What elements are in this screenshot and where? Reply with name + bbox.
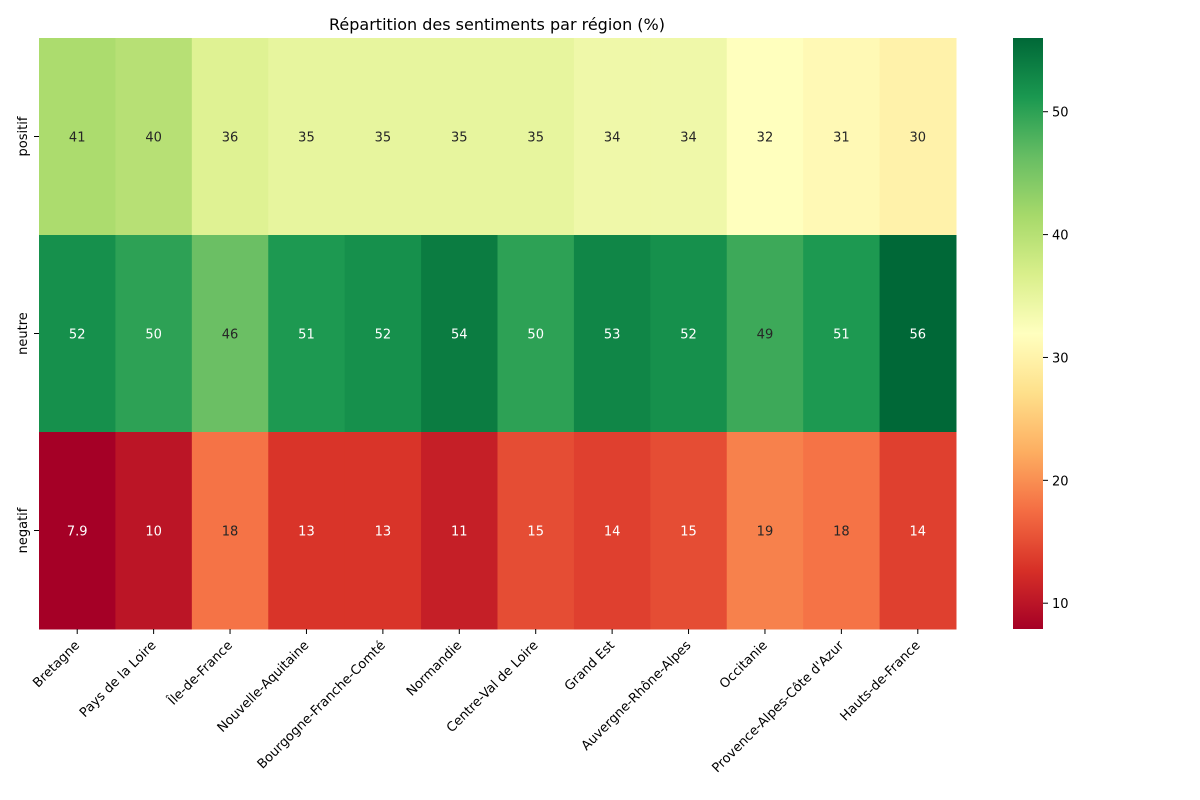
cell-value-label: 35 <box>375 131 392 146</box>
colorbar-tick-label: 10 <box>1052 597 1069 612</box>
cell-value-label: 35 <box>298 131 315 146</box>
x-tick-label: Provence-Alpes-Côte d'Azur <box>710 638 848 776</box>
heatmap-cell <box>268 38 346 236</box>
heatmap-cell <box>726 432 804 630</box>
cell-value-label: 11 <box>451 525 468 540</box>
heatmap-cell <box>344 38 422 236</box>
y-axis-ticks: positif neutre negatif <box>16 116 39 553</box>
chart-title: Répartition des sentiments par région (%… <box>329 15 665 34</box>
heatmap-cell <box>726 235 804 433</box>
cell-value-label: 32 <box>757 131 774 146</box>
colorbar-tick-label: 30 <box>1052 351 1069 366</box>
cell-value-label: 52 <box>69 328 86 343</box>
heatmap-cell <box>573 432 651 630</box>
heatmap-cell <box>268 235 346 433</box>
heatmap-cell <box>879 432 957 630</box>
cell-value-label: 46 <box>222 328 239 343</box>
cell-value-label: 51 <box>298 328 315 343</box>
cell-value-label: 56 <box>910 328 927 343</box>
y-tick-label: negatif <box>16 507 31 553</box>
cell-value-label: 34 <box>604 131 621 146</box>
x-tick-label: Grand Est <box>562 638 618 694</box>
heatmap-cell <box>39 432 116 630</box>
heatmap-cell <box>726 38 804 236</box>
heatmap-cell <box>191 432 269 630</box>
x-tick-label: Bretagne <box>30 638 83 691</box>
cell-value-label: 14 <box>910 525 927 540</box>
cell-value-label: 41 <box>69 131 86 146</box>
x-tick-label: Hauts-de-France <box>838 638 924 724</box>
cell-value-label: 53 <box>604 328 621 343</box>
cell-value-label: 7.9 <box>67 525 88 540</box>
heatmap-cell <box>650 432 728 630</box>
cell-value-label: 50 <box>145 328 162 343</box>
heatmap-cell <box>268 432 346 630</box>
colorbar-tick-label: 20 <box>1052 474 1069 489</box>
heatmap-cell <box>39 38 116 236</box>
cell-value-label: 50 <box>527 328 544 343</box>
cell-value-label: 19 <box>757 525 774 540</box>
cell-value-label: 15 <box>680 525 697 540</box>
heatmap-cell <box>803 38 881 236</box>
heatmap-cell <box>191 38 269 236</box>
x-tick-label: Normandie <box>404 638 465 699</box>
cell-value-label: 35 <box>451 131 468 146</box>
heatmap-cell <box>879 38 957 236</box>
heatmap-cell <box>879 235 957 433</box>
heatmap-cell <box>497 235 575 433</box>
cell-value-label: 40 <box>145 131 162 146</box>
cell-value-label: 14 <box>604 525 621 540</box>
colorbar: 10 20 30 40 50 <box>1013 38 1069 629</box>
cell-value-label: 18 <box>833 525 850 540</box>
heatmap-cell <box>650 235 728 433</box>
cell-value-label: 10 <box>145 525 162 540</box>
heatmap-cell <box>115 432 193 630</box>
y-tick-label: neutre <box>16 312 31 355</box>
cell-value-label: 36 <box>222 131 239 146</box>
heatmap-cell <box>650 38 728 236</box>
heatmap-cell <box>344 432 422 630</box>
cell-value-label: 18 <box>222 525 239 540</box>
x-tick-label: Occitanie <box>717 638 771 692</box>
cell-value-label: 13 <box>375 525 392 540</box>
cell-value-label: 31 <box>833 131 850 146</box>
heatmap-cell <box>573 235 651 433</box>
heatmap-cell <box>39 235 116 433</box>
cell-value-label: 52 <box>375 328 392 343</box>
heatmap-cell <box>344 235 422 433</box>
colorbar-tick-label: 40 <box>1052 229 1069 244</box>
heatmap-cell <box>803 432 881 630</box>
heatmap-cell <box>497 432 575 630</box>
cell-value-label: 52 <box>680 328 697 343</box>
x-tick-label: Île-de-France <box>164 638 236 710</box>
heatmap-cell <box>421 235 498 433</box>
cell-value-label: 34 <box>680 131 697 146</box>
heatmap-cell <box>421 432 498 630</box>
cell-value-label: 49 <box>757 328 774 343</box>
heatmap-cell <box>421 38 498 236</box>
heatmap-cell <box>573 38 651 236</box>
heatmap-cell <box>803 235 881 433</box>
heatmap-cell <box>115 235 193 433</box>
x-tick-label: Pays de la Loire <box>77 638 159 720</box>
heatmap-cell <box>115 38 193 236</box>
cell-value-label: 51 <box>833 328 850 343</box>
heatmap-cell <box>191 235 269 433</box>
heatmap-cells: 41 40 36 35 35 35 35 34 34 32 31 30 52 50 46 51 52 54 50 53… <box>39 38 957 630</box>
cell-value-label: 13 <box>298 525 315 540</box>
cell-value-label: 30 <box>910 131 927 146</box>
heatmap-cell <box>497 38 575 236</box>
cell-value-label: 35 <box>527 131 544 146</box>
cell-value-label: 15 <box>527 525 544 540</box>
cell-value-label: 54 <box>451 328 468 343</box>
colorbar-gradient <box>1013 38 1043 629</box>
colorbar-tick-label: 50 <box>1052 106 1069 121</box>
y-tick-label: positif <box>16 116 31 156</box>
x-tick-label: Bourgogne-Franche-Comté <box>255 638 389 772</box>
